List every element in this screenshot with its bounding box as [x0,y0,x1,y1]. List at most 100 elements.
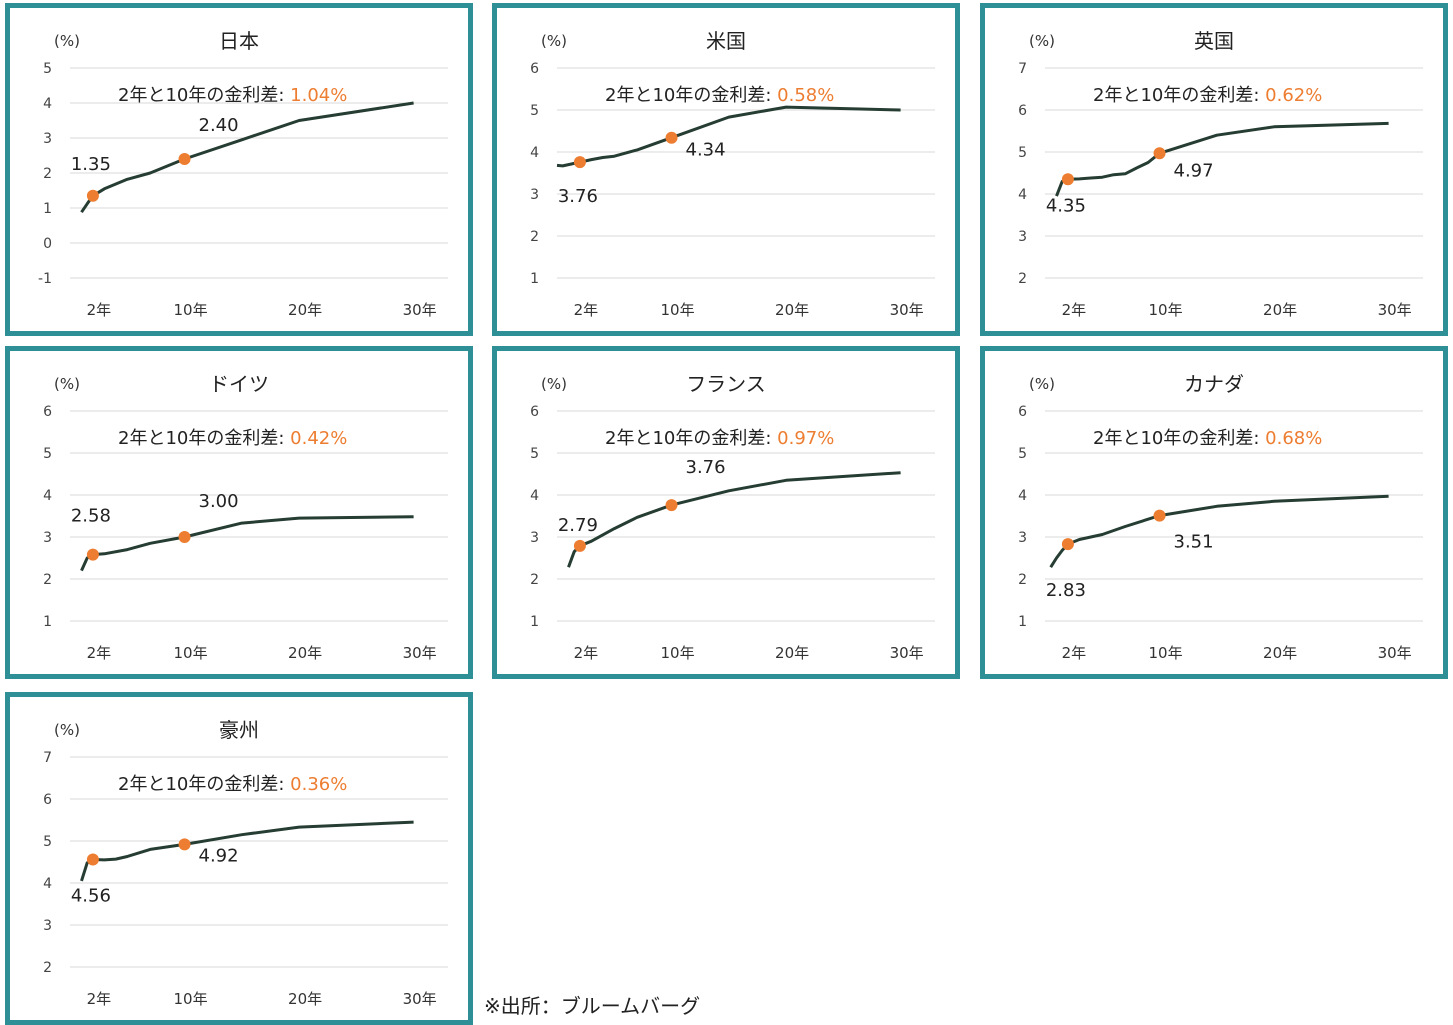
yield-marker-2y [86,189,99,202]
x-tick-label: 10年 [173,990,207,1008]
data-label: 2.40 [199,115,239,136]
data-label: 3.76 [558,186,598,207]
y-tick-label: 5 [530,446,539,462]
spread-annotation: 2年と10年の金利差: 0.62% [1093,85,1322,106]
y-tick-label: 6 [530,404,539,420]
data-label: 4.35 [1046,195,1086,216]
chart-panel-uk: 英国 (%) 2 3 4 5 6 7 2年 10年 20年 30年 2年と10年の金利差: 0.62% 4… [980,3,1448,336]
chart-title: 英国 [1194,29,1234,53]
chart-svg-uk: 英国 (%) 2 3 4 5 6 7 2年 10年 20年 30年 2年と10年の金利差: 0.62% 4… [1018,29,1423,319]
spread-annotation: 2年と10年の金利差: 0.58% [605,85,834,106]
y-unit-label: (%) [541,32,567,50]
x-tick-label: 2年 [87,644,112,662]
yield-curve-line [567,471,901,568]
x-tick-label: 30年 [403,990,437,1008]
chart-svg-canada: カナダ (%) 1 2 3 4 5 6 2年 10年 20年 30年 2年と10年の金利差: 0.68%… [1018,372,1423,662]
chart-panel-germany: ドイツ (%) 1 2 3 4 5 6 2年 10年 20年 30年 2年と10年の金利差: 0.42%… [5,346,473,679]
chart-title: フランス [686,372,766,396]
y-tick-label: 7 [1018,61,1027,77]
source-note: ※出所：ブルームバーグ [484,994,701,1018]
y-tick-label: 0 [43,236,52,252]
yield-curve-line [80,515,414,572]
x-tick-label: 30年 [1378,301,1412,319]
y-tick-label: 4 [1018,488,1027,504]
yield-marker-10y [1153,147,1166,160]
spread-annotation: 2年と10年の金利差: 1.04% [118,85,347,106]
y-tick-label: 6 [1018,103,1027,119]
y-tick-label: 1 [1018,614,1027,630]
y-unit-label: (%) [54,721,80,739]
yield-marker-2y [573,539,586,552]
x-tick-label: 30年 [1378,644,1412,662]
data-label: 3.51 [1174,532,1214,553]
y-unit-label: (%) [1029,32,1055,50]
y-tick-label: 6 [530,61,539,77]
y-tick-label: 2 [43,166,52,182]
x-tick-label: 2年 [87,301,112,319]
yield-curve-line [1055,121,1389,197]
y-tick-label: 6 [1018,404,1027,420]
y-unit-label: (%) [1029,375,1055,393]
chart-svg-japan: 日本 (%) -1 0 1 2 3 4 5 2年 10年 20年 30年 2年と10年の金利差: 1.04… [38,29,448,319]
y-tick-label: 6 [43,792,52,808]
chart-svg-france: フランス (%) 1 2 3 4 5 6 2年 10年 20年 30年 2年と10年の金利差: 0.97… [530,372,935,662]
spread-annotation: 2年と10年の金利差: 0.97% [605,428,834,449]
chart-panel-us: 米国 (%) 1 2 3 4 5 6 2年 10年 20年 30年 2年と10年の金利差: 0.58% 3… [492,3,960,336]
y-tick-label: 4 [43,488,52,504]
x-tick-label: 2年 [574,301,599,319]
yield-marker-10y [665,499,678,512]
y-tick-label: 3 [530,187,539,203]
chart-title: 豪州 [219,718,259,742]
y-tick-label: 2 [530,572,539,588]
y-tick-label: 2 [530,229,539,245]
chart-panel-canada: カナダ (%) 1 2 3 4 5 6 2年 10年 20年 30年 2年と10年の金利差: 0.68%… [980,346,1448,679]
y-tick-label: 1 [43,614,52,630]
data-label: 1.35 [71,154,111,175]
y-tick-label: 2 [1018,572,1027,588]
data-label: 4.92 [199,845,239,866]
x-tick-label: 2年 [574,644,599,662]
yield-marker-10y [178,838,191,851]
y-tick-label: 7 [43,750,52,766]
x-tick-label: 20年 [288,644,322,662]
x-tick-label: 10年 [173,644,207,662]
yield-marker-2y [573,156,586,169]
yield-marker-2y [86,548,99,561]
y-tick-label: 5 [43,446,52,462]
yield-marker-10y [178,153,191,165]
chart-svg-us: 米国 (%) 1 2 3 4 5 6 2年 10年 20年 30年 2年と10年の金利差: 0.58% 3… [530,29,935,319]
y-tick-label: 2 [1018,271,1027,287]
y-tick-label: 5 [43,61,52,77]
x-tick-label: 10年 [1148,644,1182,662]
y-tick-label: 3 [1018,229,1027,245]
yield-marker-2y [86,853,99,866]
y-tick-label: 3 [1018,530,1027,546]
x-tick-label: 30年 [890,644,924,662]
spread-annotation: 2年と10年の金利差: 0.68% [1093,428,1322,449]
x-tick-label: 10年 [1148,301,1182,319]
yield-curve-line [556,105,901,168]
data-label: 2.79 [558,515,598,536]
spread-annotation: 2年と10年の金利差: 0.36% [118,774,347,795]
yield-curve-line [80,101,414,214]
chart-panel-france: フランス (%) 1 2 3 4 5 6 2年 10年 20年 30年 2年と10年の金利差: 0.97… [492,346,960,679]
y-tick-label: 4 [1018,187,1027,203]
x-tick-label: 30年 [403,301,437,319]
spread-annotation: 2年と10年の金利差: 0.42% [118,428,347,449]
chart-svg-germany: ドイツ (%) 1 2 3 4 5 6 2年 10年 20年 30年 2年と10年の金利差: 0.42%… [43,372,448,662]
y-tick-label: 3 [43,918,52,934]
y-tick-label: 4 [530,145,539,161]
y-unit-label: (%) [541,375,567,393]
x-tick-label: 2年 [87,990,112,1008]
y-tick-label: 1 [530,614,539,630]
data-label: 4.56 [71,885,111,906]
y-tick-label: 1 [530,271,539,287]
y-tick-label: 4 [43,96,52,112]
y-tick-label: -1 [38,271,52,287]
x-tick-label: 20年 [1263,301,1297,319]
x-tick-label: 20年 [1263,644,1297,662]
y-tick-label: 2 [43,572,52,588]
x-tick-label: 20年 [775,301,809,319]
chart-panel-japan: 日本 (%) -1 0 1 2 3 4 5 2年 10年 20年 30年 2年と10年の金利差: 1.04… [5,3,473,336]
y-tick-label: 5 [43,834,52,850]
